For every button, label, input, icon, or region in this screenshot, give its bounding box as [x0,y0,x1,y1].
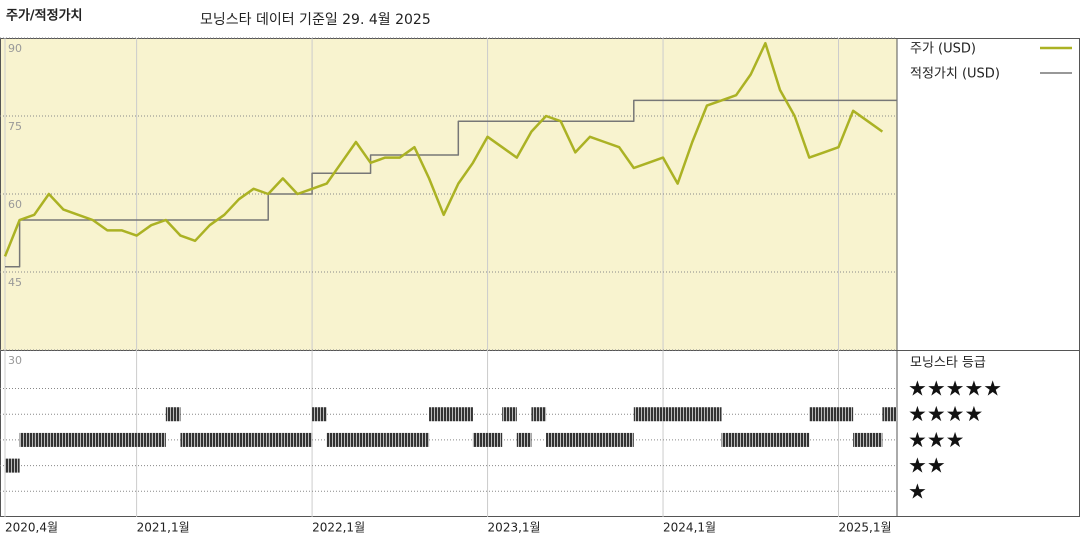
x-tick-label: 2020,4월 [5,521,58,535]
rating-bar [34,432,49,447]
rating-bar [48,432,64,447]
x-tick-label: 2022,1월 [312,521,365,535]
rating-bar [516,432,532,447]
rating-bar [706,407,722,422]
chart-subtitle: 모닝스타 데이터 기준일 29. 4월 2025 [200,12,431,28]
rating-bar [677,407,693,422]
rating-bar [575,432,590,447]
rating-level-label: ★ [908,479,927,503]
rating-bar [443,407,459,422]
legend-label: 적정가치 (USD) [910,67,1000,82]
rating-bar [838,407,854,422]
x-tick-label: 2024,1월 [663,521,716,535]
y-tick-label: 45 [8,276,22,289]
rating-bar [121,432,137,447]
rating-bar [355,432,371,447]
rating-bar [429,407,444,422]
rating-bar [195,432,210,447]
rating-bar [853,432,868,447]
rating-bar [63,432,79,447]
rating-bar [882,407,897,422]
x-tick-label: 2021,1월 [137,521,190,535]
rating-bar [151,432,166,447]
rating-bar [341,432,356,447]
rating-bar [619,432,634,447]
rating-bar [546,432,561,447]
rating-bar [721,432,737,447]
x-tick-label: 2023,1월 [488,521,541,535]
rating-level-label: ★★★★★ [908,377,1002,401]
rating-level-label: ★★★★ [908,402,983,426]
rating-bar [224,432,239,447]
series-line [3,41,884,257]
rating-bar [136,432,152,447]
rating-bar [385,432,400,447]
rating-bar [531,407,547,422]
rating-bar [633,407,649,422]
chart-title: 주가/적정가치 [6,8,83,24]
rating-bar [92,432,108,447]
rating-bar [312,407,327,422]
rating-bar [253,432,269,447]
legend-label: 주가 (USD) [910,42,976,57]
rating-bar [692,407,707,422]
rating-bar [78,432,93,447]
rating-bar [794,432,810,447]
rating-bar [458,407,473,422]
x-tick-label: 2025,1월 [839,521,892,535]
rating-bar [750,432,766,447]
rating-bar [107,432,122,447]
rating-bar [648,407,664,422]
rating-bar [414,432,430,447]
rating-bar [780,432,795,447]
y-tick-label: 60 [8,198,22,211]
rating-bar [180,432,196,447]
rating-bar [399,432,415,447]
rating-bar [809,407,824,422]
rating-bar [823,407,839,422]
rating-bar [268,432,283,447]
rating-bar [326,432,342,447]
rating-bar [560,432,576,447]
rating-bar [282,432,298,447]
rating-bar [765,432,781,447]
y-tick-label: 75 [8,120,22,133]
y-tick-label: 30 [8,354,22,367]
rating-bar [867,432,883,447]
rating-bar [209,432,225,447]
rating-bar [604,432,620,447]
y-tick-label: 90 [8,42,22,55]
rating-bar [370,432,386,447]
rating-bar [238,432,254,447]
series-line [5,99,897,268]
rating-bar [472,432,488,447]
rating-level-label: ★★ [908,454,946,478]
rating-bar [487,432,503,447]
rating-bar [5,458,20,473]
rating-bar [297,432,313,447]
rating-bar [502,407,517,422]
rating-bar [736,432,751,447]
rating-bar [589,432,605,447]
rating-level-label: ★★★ [908,428,964,452]
rating-bar [19,432,35,447]
rating-bar [663,407,678,422]
ratings-title: 모닝스타 등급 [910,356,986,371]
rating-bar [165,407,181,422]
